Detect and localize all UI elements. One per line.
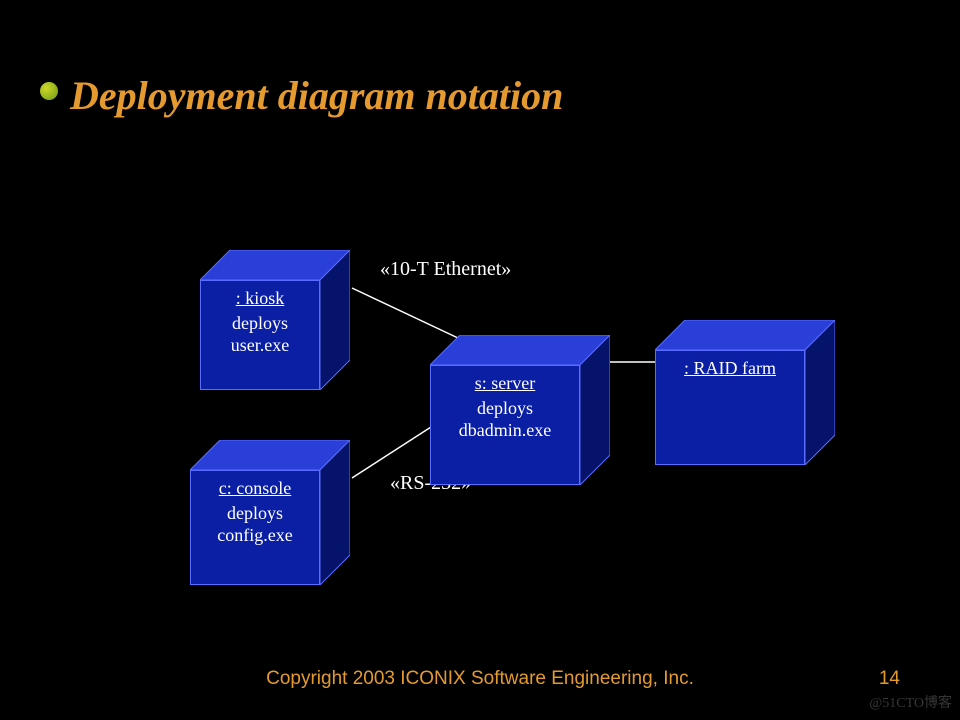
node-line: deploys xyxy=(477,397,533,420)
node-name: : kiosk xyxy=(236,287,285,310)
cube-front: : kioskdeploysuser.exe xyxy=(200,280,320,390)
node-name: c: console xyxy=(219,477,291,500)
copyright-text: Copyright 2003 ICONIX Software Engineeri… xyxy=(0,668,960,690)
cube-side xyxy=(580,335,610,485)
node-line: user.exe xyxy=(231,334,289,357)
node-server: s: serverdeploysdbadmin.exe xyxy=(430,335,610,485)
edge-line xyxy=(352,288,458,338)
node-line: deploys xyxy=(232,312,288,335)
page-number: 14 xyxy=(879,668,900,690)
cube-side xyxy=(320,440,350,585)
cube-front: s: serverdeploysdbadmin.exe xyxy=(430,365,580,485)
slide: Deployment diagram notation «10-T Ethern… xyxy=(0,0,960,720)
node-name: : RAID farm xyxy=(684,357,776,380)
deployment-diagram: «10-T Ethernet»«RS-232»: kioskdeploysuse… xyxy=(0,0,960,720)
node-raid: : RAID farm xyxy=(655,320,835,465)
node-line: deploys xyxy=(227,502,283,525)
node-line: config.exe xyxy=(217,524,292,547)
watermark: @51CTO博客 xyxy=(869,692,952,712)
cube-side xyxy=(320,250,350,390)
node-name: s: server xyxy=(475,372,535,395)
cube-front: : RAID farm xyxy=(655,350,805,465)
cube-side xyxy=(805,320,835,465)
node-console: c: consoledeploysconfig.exe xyxy=(190,440,350,585)
node-kiosk: : kioskdeploysuser.exe xyxy=(200,250,350,390)
cube-front: c: consoledeploysconfig.exe xyxy=(190,470,320,585)
edge-label: «10-T Ethernet» xyxy=(380,258,511,281)
node-line: dbadmin.exe xyxy=(459,419,551,442)
